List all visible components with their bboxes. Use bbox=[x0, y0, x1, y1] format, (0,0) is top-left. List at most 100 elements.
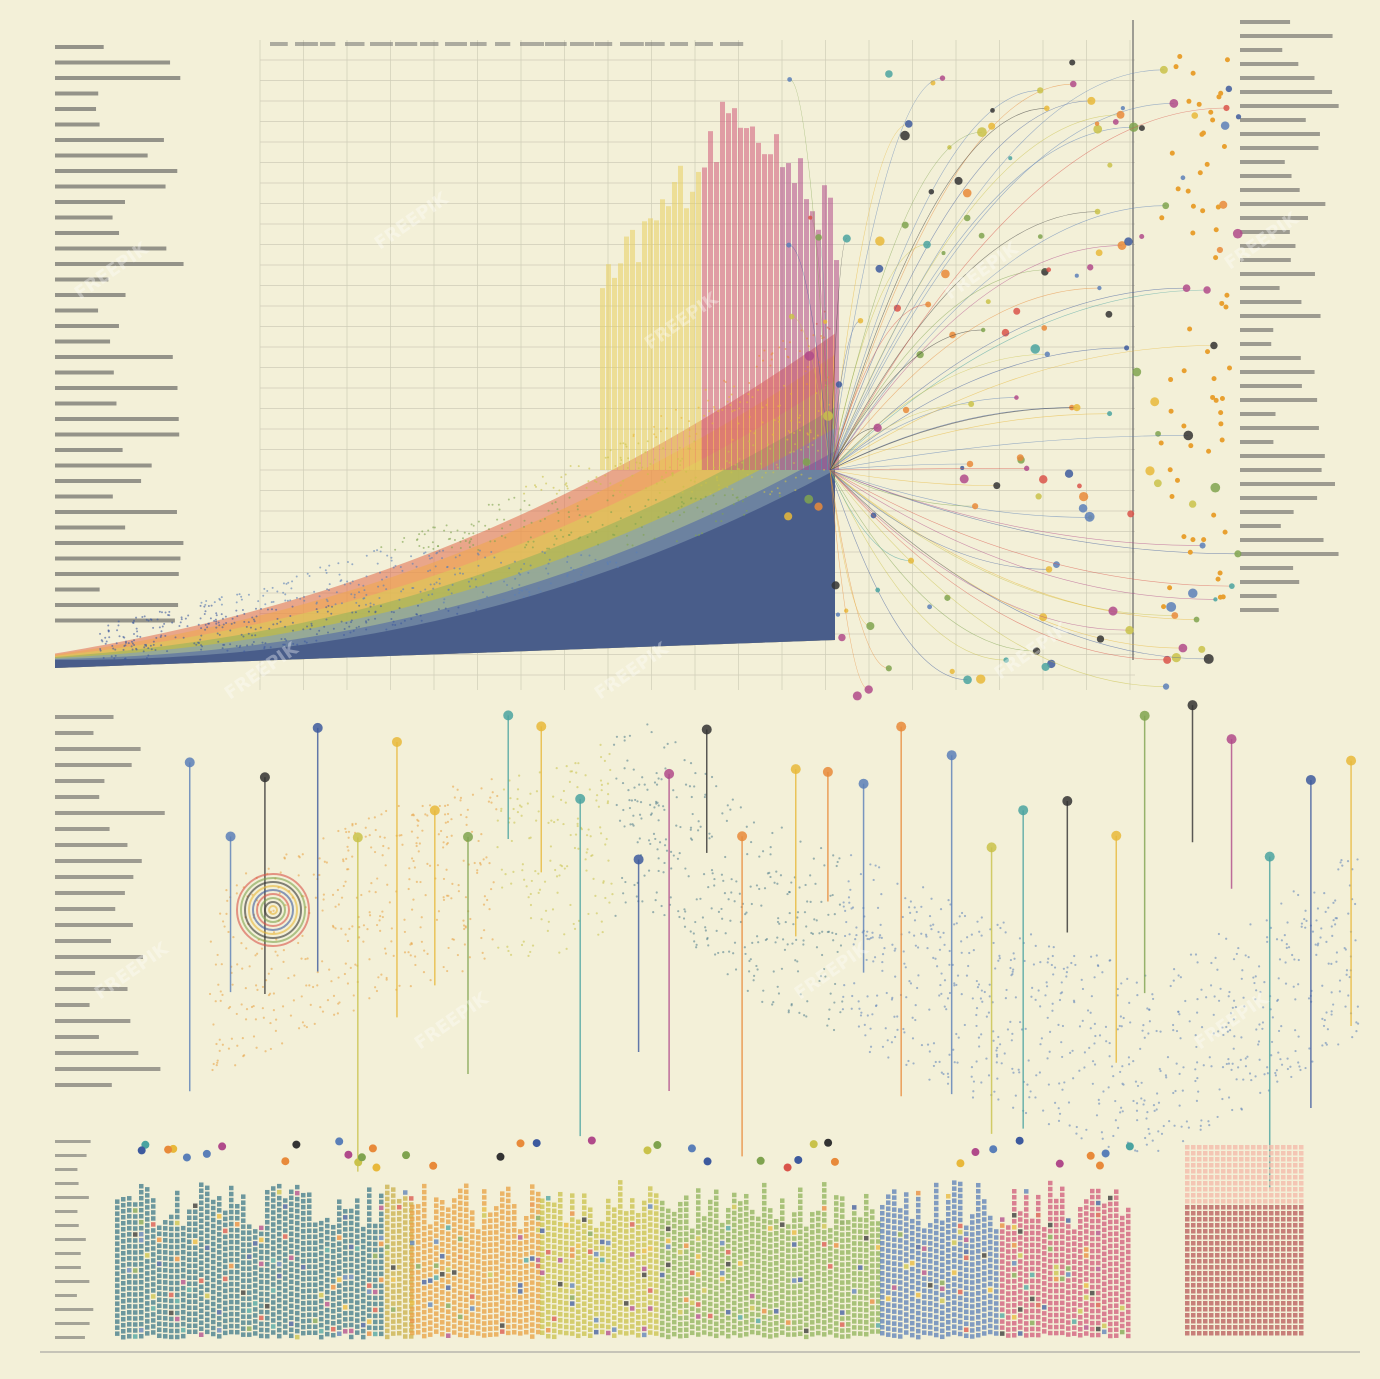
dot bbox=[960, 940, 963, 943]
dot bbox=[887, 1056, 890, 1059]
cell bbox=[241, 1242, 246, 1247]
cell bbox=[331, 1230, 336, 1236]
dot bbox=[282, 960, 285, 963]
cell bbox=[127, 1334, 132, 1339]
cell bbox=[488, 1332, 493, 1337]
cell bbox=[187, 1287, 192, 1293]
dot bbox=[894, 947, 897, 950]
dot bbox=[160, 644, 163, 647]
cell bbox=[540, 1312, 545, 1317]
cell bbox=[558, 1299, 563, 1305]
cell bbox=[127, 1238, 132, 1243]
dot bbox=[1114, 1119, 1117, 1122]
head bbox=[822, 766, 833, 777]
cell bbox=[121, 1226, 126, 1232]
text-block bbox=[55, 355, 173, 359]
dot bbox=[642, 533, 645, 536]
dot bbox=[1017, 1068, 1020, 1071]
dot bbox=[880, 936, 883, 939]
dot bbox=[459, 813, 463, 816]
cell bbox=[325, 1253, 330, 1259]
cell bbox=[229, 1239, 234, 1245]
link bbox=[829, 287, 1100, 471]
dot bbox=[310, 622, 313, 625]
cell bbox=[367, 1223, 372, 1228]
cell bbox=[552, 1322, 557, 1328]
dot bbox=[322, 837, 325, 840]
dot bbox=[626, 466, 629, 469]
cell bbox=[217, 1322, 222, 1327]
dot bbox=[1297, 983, 1300, 986]
dot bbox=[908, 980, 911, 983]
cell bbox=[564, 1300, 569, 1306]
cell bbox=[295, 1310, 300, 1316]
cell bbox=[500, 1191, 505, 1196]
dot bbox=[420, 916, 423, 919]
dot bbox=[566, 575, 569, 578]
cell bbox=[151, 1288, 156, 1293]
dot bbox=[733, 900, 736, 903]
cell bbox=[301, 1306, 306, 1312]
dot bbox=[732, 503, 735, 506]
dot bbox=[326, 999, 330, 1002]
node bbox=[831, 581, 840, 590]
cell bbox=[409, 1298, 414, 1303]
dot bbox=[270, 967, 273, 970]
cell bbox=[331, 1320, 336, 1326]
cell bbox=[410, 1258, 415, 1264]
dot bbox=[427, 594, 430, 597]
head bbox=[312, 722, 323, 733]
dot bbox=[1004, 931, 1007, 934]
dot bbox=[696, 829, 700, 832]
cell bbox=[235, 1270, 240, 1275]
dot bbox=[1155, 1029, 1158, 1033]
cell bbox=[546, 1273, 551, 1279]
cell bbox=[337, 1223, 342, 1228]
dot bbox=[1200, 1119, 1203, 1122]
dot bbox=[400, 622, 403, 625]
cell bbox=[409, 1328, 414, 1333]
dot bbox=[727, 898, 730, 901]
dot bbox=[1057, 1107, 1060, 1110]
cell bbox=[139, 1333, 144, 1339]
dot bbox=[703, 414, 706, 417]
dot bbox=[783, 948, 787, 951]
dot bbox=[1293, 958, 1296, 961]
dot bbox=[224, 615, 227, 618]
dot bbox=[560, 476, 563, 479]
dot bbox=[468, 532, 471, 535]
cell bbox=[325, 1217, 330, 1223]
cell bbox=[540, 1282, 545, 1287]
dot bbox=[611, 893, 614, 896]
dot bbox=[184, 617, 187, 620]
dot bbox=[416, 538, 419, 541]
dot bbox=[1128, 1001, 1131, 1004]
node bbox=[1116, 110, 1125, 119]
dot bbox=[677, 910, 680, 913]
cell bbox=[241, 1314, 246, 1319]
cell bbox=[446, 1267, 451, 1272]
dot bbox=[972, 1080, 976, 1083]
dot bbox=[646, 440, 649, 443]
cell bbox=[570, 1331, 575, 1336]
dot bbox=[992, 1039, 995, 1042]
node bbox=[808, 215, 813, 220]
dot bbox=[346, 845, 349, 848]
cell bbox=[241, 1332, 246, 1337]
dot bbox=[365, 628, 368, 631]
dot bbox=[586, 848, 589, 851]
cell bbox=[307, 1228, 312, 1233]
dot bbox=[504, 536, 507, 539]
cell bbox=[331, 1278, 336, 1284]
dot bbox=[451, 583, 454, 586]
cell bbox=[361, 1292, 366, 1298]
cell bbox=[289, 1213, 294, 1219]
cell bbox=[313, 1318, 318, 1324]
bar bbox=[756, 142, 761, 471]
cell bbox=[506, 1204, 511, 1210]
dot bbox=[1194, 1079, 1197, 1083]
cell bbox=[422, 1231, 427, 1237]
cell bbox=[500, 1197, 505, 1202]
cell bbox=[488, 1290, 493, 1295]
dot bbox=[693, 940, 696, 943]
